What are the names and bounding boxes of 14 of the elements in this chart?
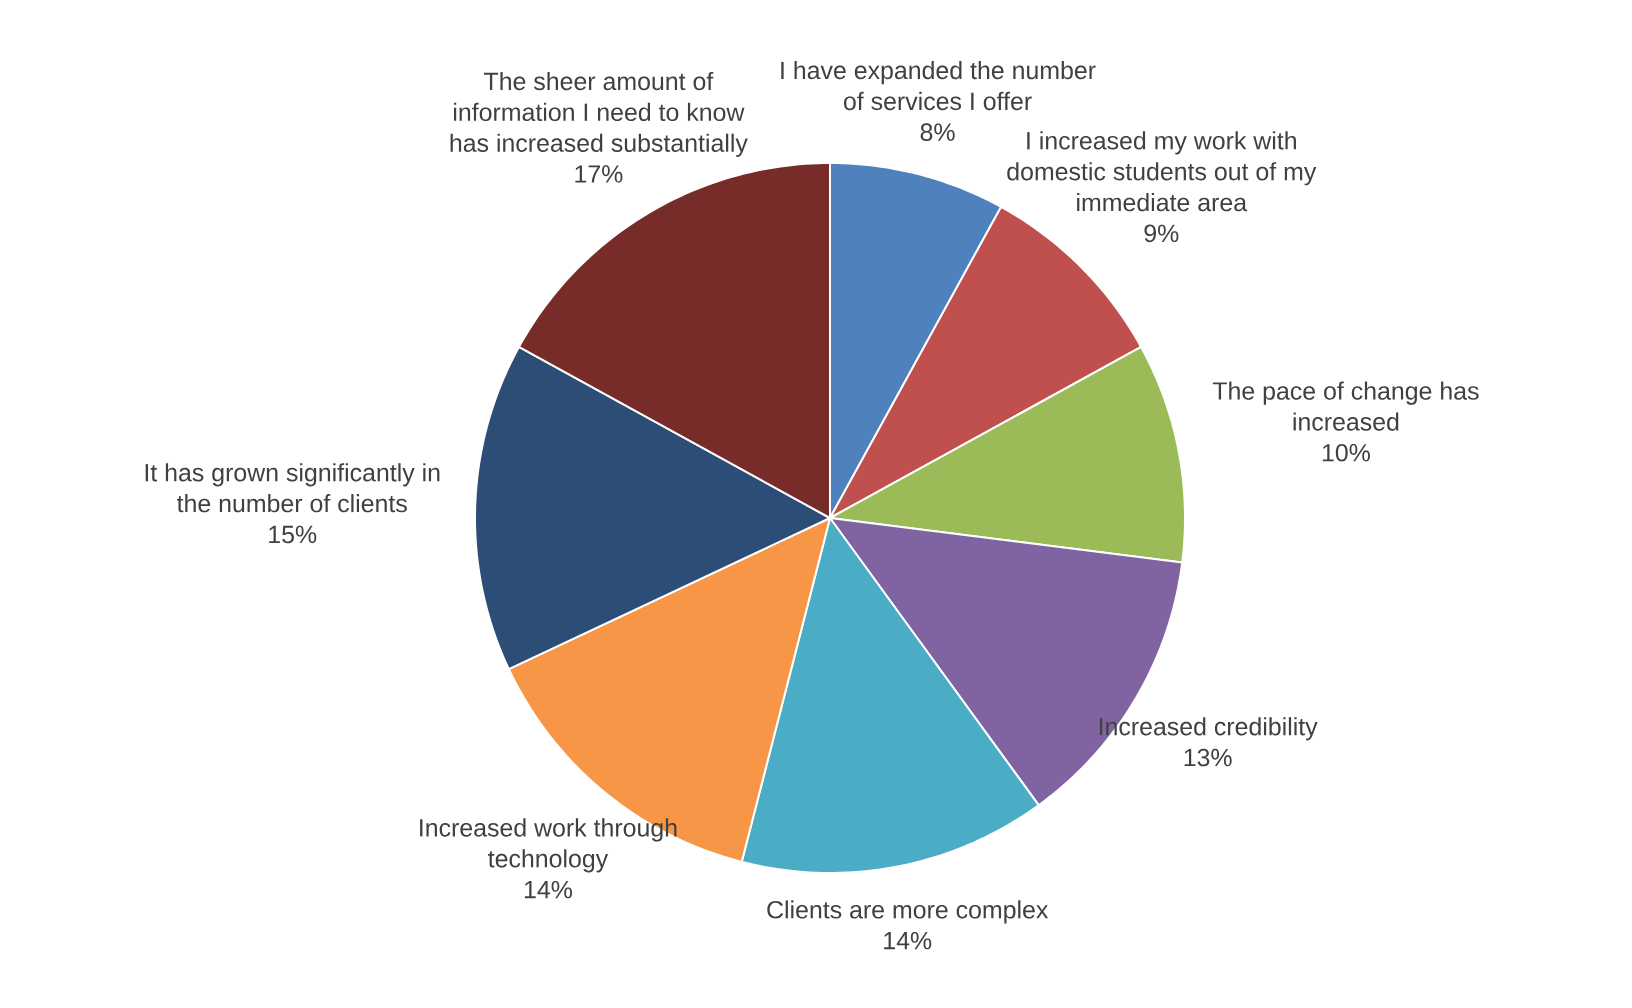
data-label: 17% xyxy=(575,165,623,183)
slice-label: I have expanded the number of services I offer xyxy=(781,60,1096,111)
data-label: 10% xyxy=(1322,443,1370,462)
data-label: 14% xyxy=(524,880,572,899)
data-label: 14% xyxy=(884,931,932,950)
slice-label: The sheer amount of information I need to know has increased substantially xyxy=(450,71,748,157)
slice-label: Clients are more complex xyxy=(767,900,1049,924)
slice-label: I increased my work with domestic students out of my immediate area xyxy=(1007,131,1317,212)
data-label: 8% xyxy=(920,123,955,142)
data-label: 15% xyxy=(269,525,317,544)
slice-label: It has grown significantly in the number of clients xyxy=(145,463,440,513)
slice-label: The pace of change has increased xyxy=(1212,381,1479,431)
data-label: 13% xyxy=(1184,748,1232,767)
data-label: 9% xyxy=(1144,224,1179,243)
